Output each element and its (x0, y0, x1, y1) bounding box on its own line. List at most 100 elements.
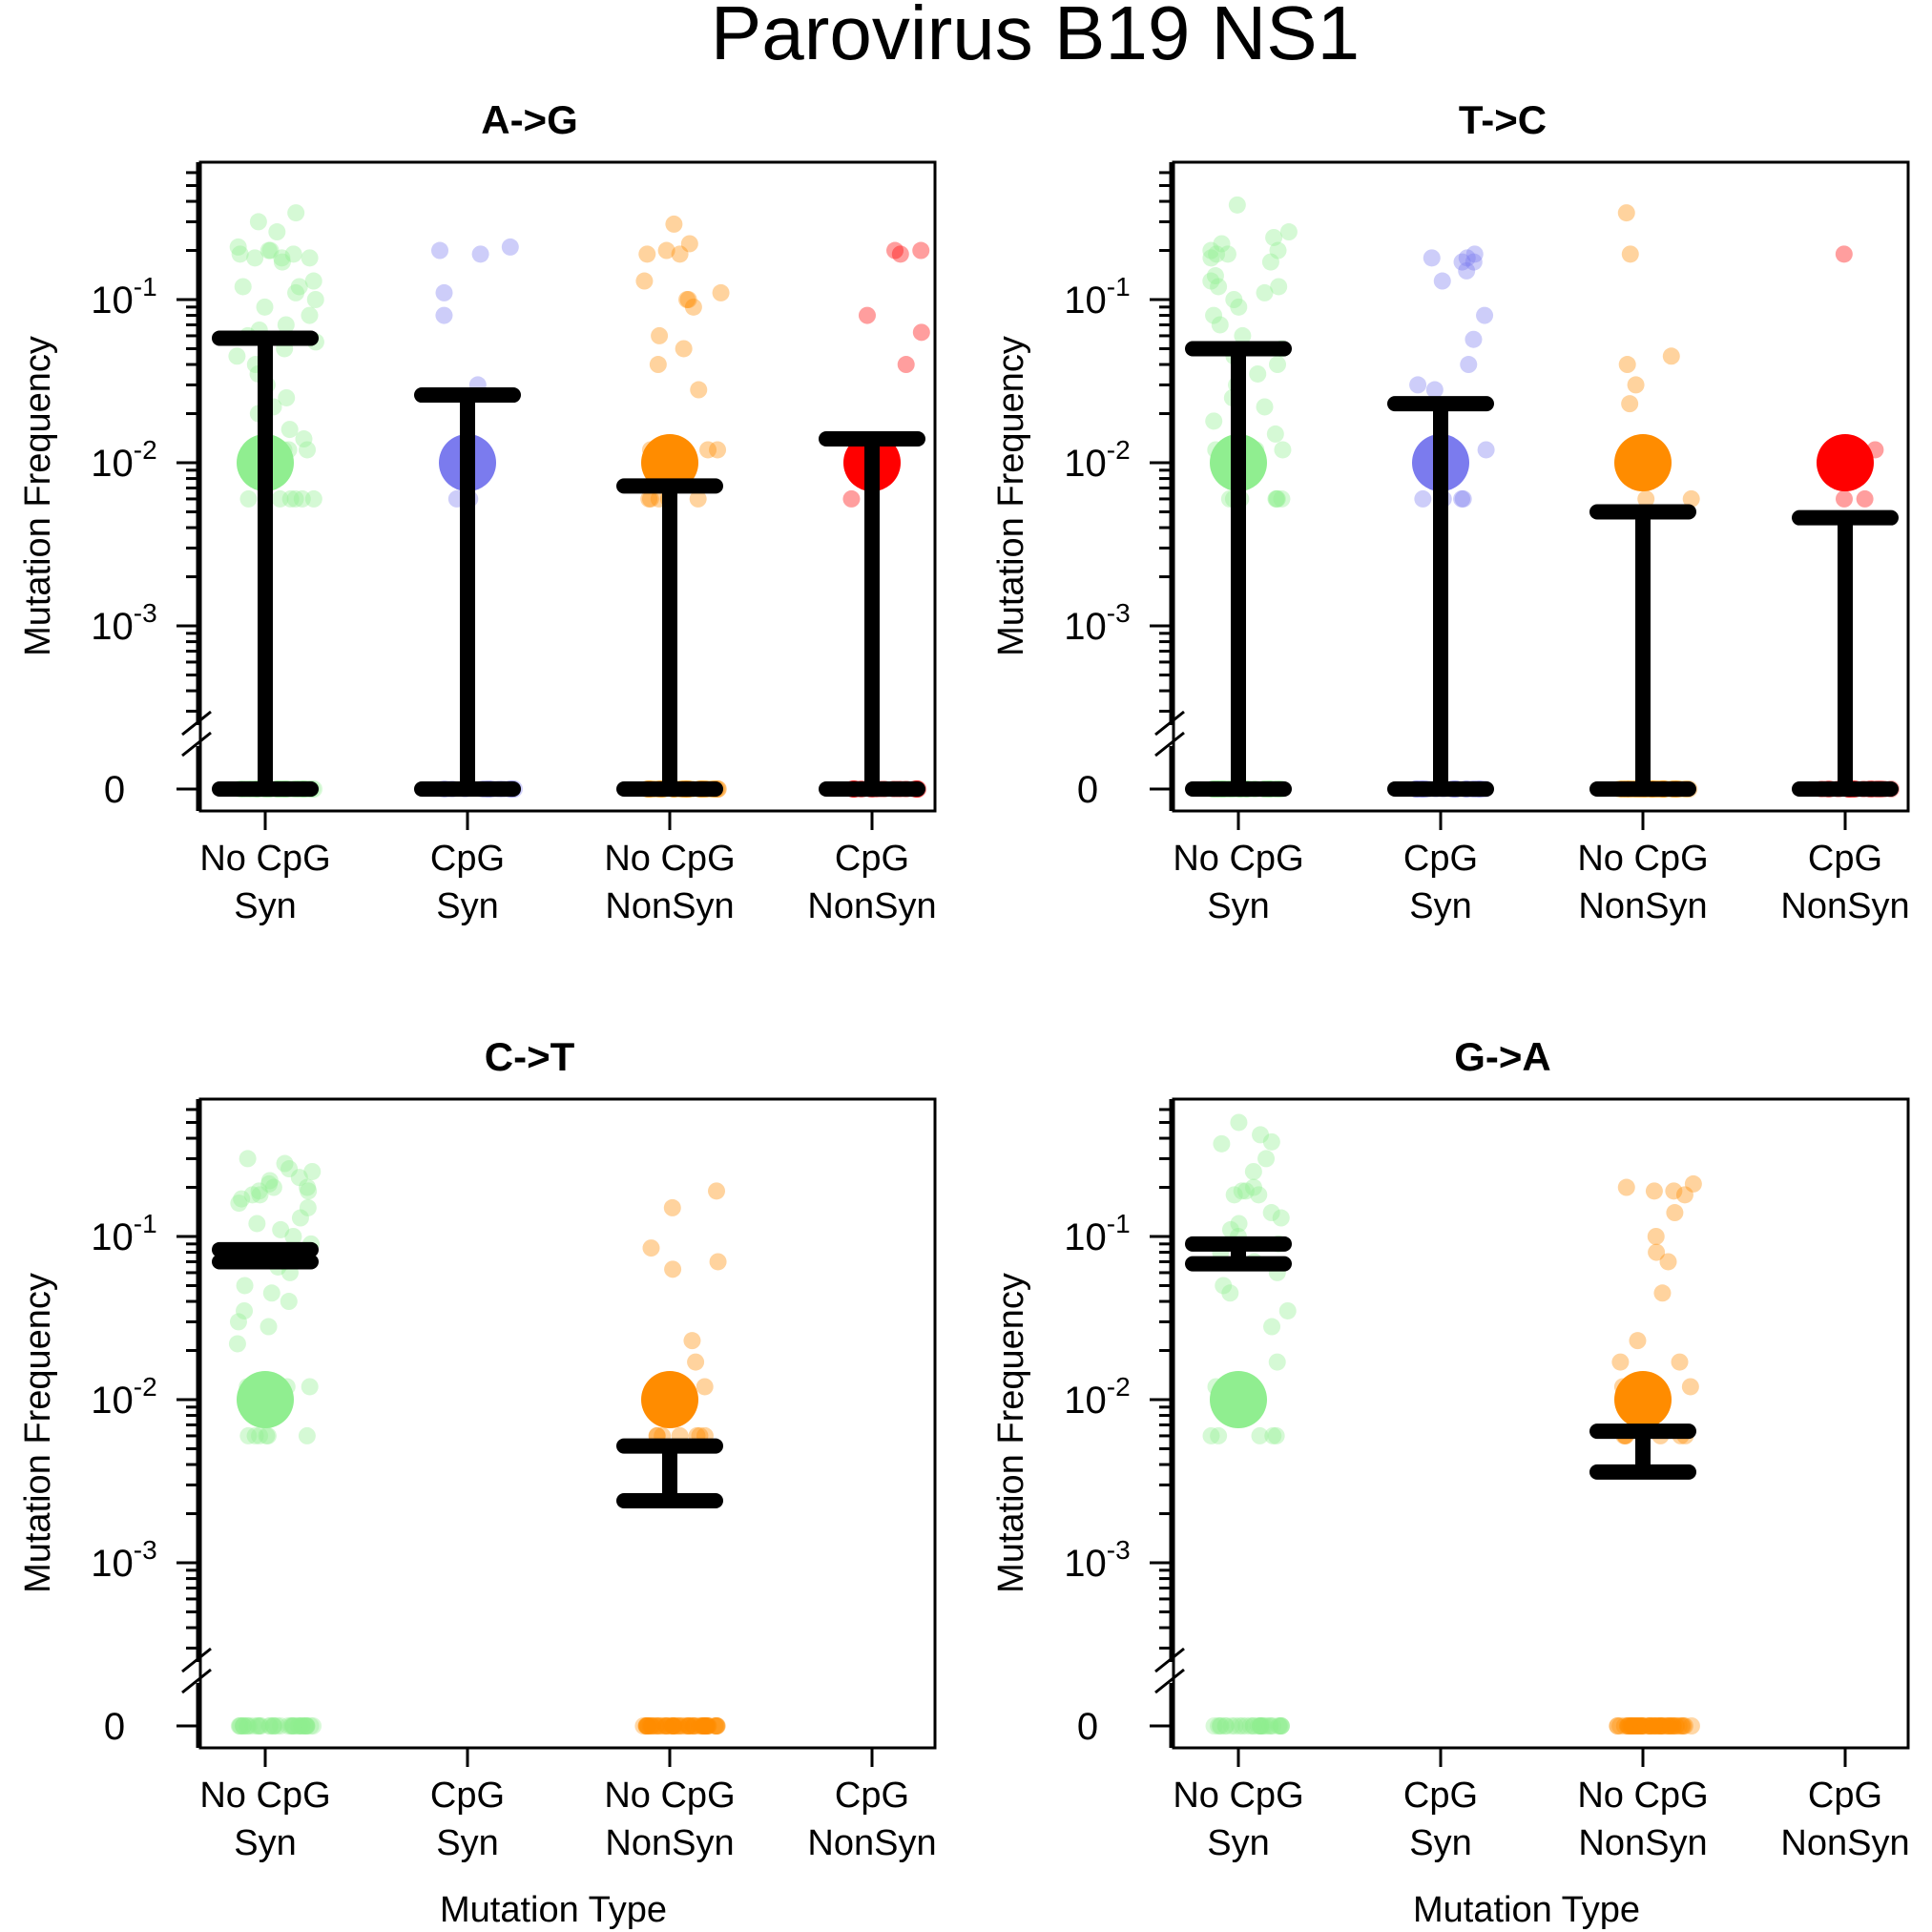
data-point (657, 241, 675, 260)
x-category-label: NonSyn (605, 1823, 734, 1863)
zero-point (279, 1717, 297, 1735)
axis-break-mark (181, 710, 212, 737)
panel-2: T->C 10-1 10-2 10-3 0 Mutation Frequency No Cp… (991, 97, 1910, 926)
x-category-label: CpG (430, 839, 505, 879)
data-point (1477, 441, 1495, 459)
zero-point (239, 1717, 257, 1735)
data-point (1458, 261, 1476, 280)
data-point (228, 347, 246, 365)
data-point (1225, 1186, 1243, 1204)
data-point (1208, 245, 1226, 263)
zero-point (1261, 1717, 1279, 1735)
data-point (1675, 1186, 1693, 1204)
data-point (1268, 489, 1286, 508)
x-category-label: Syn (1207, 886, 1269, 926)
zero-point (1664, 1717, 1682, 1735)
error-bar (1589, 1423, 1696, 1480)
y-tick-label: 10-2 (91, 435, 156, 485)
zero-point (1640, 1717, 1658, 1735)
median-marker (641, 1371, 698, 1428)
zero-point (261, 1717, 280, 1735)
zero-point (683, 1717, 701, 1735)
error-bar (414, 387, 521, 797)
zero-point (296, 1717, 314, 1735)
data-point (286, 489, 304, 508)
x-axis-label: Mutation Type (440, 1890, 667, 1930)
data-point (696, 1378, 714, 1396)
zero-point (657, 1717, 675, 1735)
data-point (1659, 1253, 1677, 1271)
data-point (1681, 1378, 1699, 1396)
y-tick-label: 10-1 (91, 1209, 156, 1258)
zero-point (1251, 1717, 1269, 1735)
zero-point (664, 1717, 682, 1735)
data-point (1279, 223, 1298, 241)
zero-point (696, 1717, 714, 1735)
zero-point (652, 1717, 670, 1735)
zero-point (1252, 1717, 1270, 1735)
x-category-label: Syn (1409, 886, 1471, 926)
data-point (886, 241, 904, 260)
median-marker (641, 434, 698, 491)
zero-point (260, 1717, 279, 1735)
zero-point (234, 1717, 252, 1735)
zero-point (664, 1717, 682, 1735)
data-point (1206, 267, 1224, 285)
zero-point (694, 1717, 712, 1735)
zero-point (1638, 1717, 1656, 1735)
zero-point (657, 1717, 675, 1735)
zero-point (1620, 1717, 1638, 1735)
data-point (1460, 356, 1478, 374)
zero-point (1212, 1717, 1230, 1735)
zero-point (235, 1717, 253, 1735)
zero-point (1270, 1717, 1288, 1735)
data-point (641, 489, 659, 508)
zero-point (1670, 1717, 1688, 1735)
data-point (1637, 489, 1655, 508)
x-category-label: CpG (1808, 1776, 1882, 1816)
data-point (239, 1150, 257, 1168)
data-point (1454, 489, 1472, 508)
zero-point (642, 1717, 660, 1735)
zero-point (698, 1717, 717, 1735)
data-point (1210, 278, 1228, 296)
zero-point (1659, 1717, 1677, 1735)
y-tick-label: 10-3 (91, 598, 156, 648)
data-point (280, 1293, 298, 1311)
zero-point (1663, 1717, 1681, 1735)
data-point (709, 441, 727, 459)
y-axis-ticks (1150, 171, 1171, 713)
data-point (251, 1426, 269, 1444)
data-point (276, 1154, 294, 1173)
zero-point (675, 1717, 693, 1735)
data-point (687, 1353, 705, 1371)
data-point (1262, 1204, 1280, 1222)
zero-point (281, 1717, 300, 1735)
data-point (236, 1277, 254, 1295)
zero-point (638, 1717, 656, 1735)
panel-title: A->G (481, 97, 578, 142)
zero-point (706, 1717, 724, 1735)
zero-point (1237, 1717, 1256, 1735)
data-point (290, 1169, 308, 1187)
series-cpg-syn (414, 238, 523, 798)
x-category-label: No CpG (1173, 839, 1303, 879)
axis-break-mark (1154, 1668, 1185, 1694)
data-point (301, 306, 319, 324)
data-point (1230, 298, 1248, 316)
zero-point (664, 1717, 682, 1735)
zero-point (647, 1717, 665, 1735)
zero-point (1618, 1717, 1636, 1735)
data-point (1269, 241, 1287, 260)
x-category-label: Syn (436, 1823, 498, 1863)
data-point (229, 238, 247, 256)
zero-point (662, 1717, 680, 1735)
zero-point (272, 1717, 290, 1735)
zero-point (698, 1717, 717, 1735)
x-category-label: CpG (430, 1776, 505, 1816)
median-marker (1614, 1371, 1672, 1428)
error-bar (1185, 341, 1292, 797)
data-point (1230, 1113, 1248, 1132)
zero-point (1609, 1717, 1627, 1735)
data-point (230, 1195, 248, 1213)
